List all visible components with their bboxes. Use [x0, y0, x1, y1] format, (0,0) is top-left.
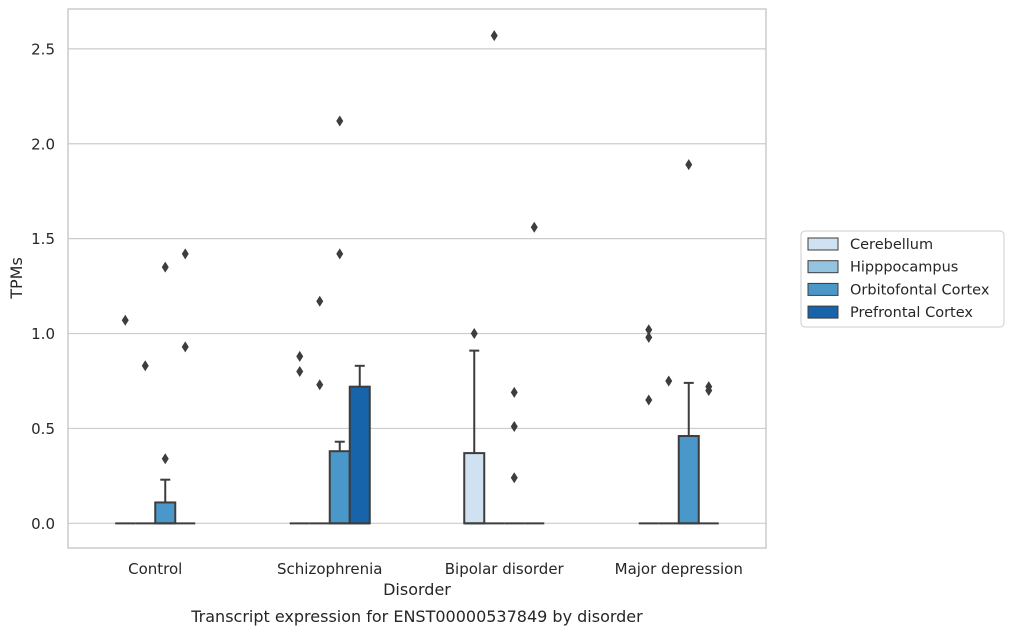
y-tick-label: 0.5 — [31, 420, 55, 438]
box-body — [463, 452, 486, 525]
outlier-point — [336, 248, 344, 260]
y-tick-labels: 0.0 0.5 1.0 1.5 2.0 2.5 — [31, 40, 55, 532]
outlier-point — [181, 341, 189, 353]
outlier-point — [645, 324, 653, 336]
outlier-point — [316, 295, 324, 307]
grid-lines — [68, 48, 766, 524]
outlier-point — [121, 314, 129, 326]
outlier-point — [161, 261, 169, 273]
y-tick-label: 1.0 — [31, 325, 55, 343]
outlier-point — [645, 394, 653, 406]
legend-swatch — [807, 305, 839, 319]
outlier-point — [490, 30, 498, 42]
outlier-point — [181, 248, 189, 260]
y-axis-label: TPMs — [7, 257, 26, 300]
outlier-point — [685, 159, 693, 171]
box-cerebellum — [463, 349, 486, 525]
outlier-point — [470, 328, 478, 340]
legend-label: Prefrontal Cortex — [850, 305, 973, 321]
y-tick-label: 0.0 — [31, 515, 55, 533]
y-tick-label: 2.5 — [31, 40, 55, 58]
outlier-point — [296, 350, 304, 362]
x-axis-label: Disorder — [383, 580, 451, 599]
y-tick-label: 1.5 — [31, 230, 55, 248]
outlier-point — [705, 384, 713, 396]
outlier-point — [510, 472, 518, 484]
legend-swatch — [807, 282, 839, 296]
outlier-point — [296, 365, 304, 377]
outlier-point — [665, 375, 673, 387]
outlier-point — [316, 379, 324, 391]
outlier-point — [530, 221, 538, 233]
outlier-point — [645, 331, 653, 343]
x-tick-labels: Control Schizophrenia Bipolar disorder Majo… — [128, 560, 743, 578]
box-orbitofontal-cortex — [677, 381, 700, 525]
x-tick-label: Bipolar disorder — [445, 560, 565, 578]
legend: Cerebellum Hipppocampus Orbitofontal Corte… — [800, 230, 1005, 328]
legend-label: Cerebellum — [850, 237, 933, 253]
box-orbitofontal-cortex — [154, 478, 177, 525]
outlier-point — [510, 421, 518, 433]
legend-label: Orbitofontal Cortex — [850, 282, 990, 298]
outlier-point — [510, 386, 518, 398]
box-body — [677, 435, 700, 525]
legend-swatch — [807, 237, 839, 251]
outlier-point — [161, 453, 169, 465]
x-tick-label: Schizophrenia — [277, 560, 382, 578]
plot-frame — [67, 8, 767, 549]
box-body — [154, 501, 177, 525]
box-body — [328, 450, 351, 525]
box-body — [348, 385, 371, 525]
legend-swatch — [807, 260, 839, 274]
chart-caption: Transcript expression for ENST0000053784… — [190, 607, 643, 626]
legend-label: Hipppocampus — [850, 260, 958, 276]
box-plots — [115, 349, 719, 525]
outlier-point — [141, 360, 149, 372]
box-orbitofontal-cortex — [328, 440, 351, 525]
x-tick-label: Major depression — [615, 560, 743, 578]
legend-frame — [800, 230, 1005, 328]
y-tick-label: 2.0 — [31, 135, 55, 153]
outlier-point — [336, 115, 344, 127]
box-prefrontal-cortex — [348, 364, 371, 525]
outlier-points — [121, 30, 713, 484]
x-tick-label: Control — [128, 560, 182, 578]
